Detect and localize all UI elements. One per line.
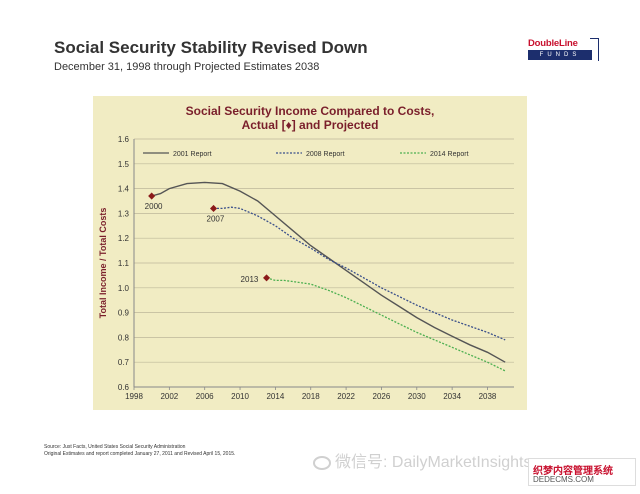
watermark: 微信号: DailyMarketInsights [313, 448, 532, 472]
x-tick-label: 2038 [479, 392, 497, 401]
x-tick-label: 2006 [196, 392, 214, 401]
y-tick-label: 0.6 [118, 383, 130, 392]
chart-svg: Social Security Income Compared to Costs… [98, 104, 514, 401]
actual-marker [263, 274, 271, 282]
series-line-2014-report [266, 277, 506, 372]
x-tick-label: 2034 [443, 392, 461, 401]
legend-label: 2014 Report [430, 151, 469, 158]
legend-label: 2001 Report [173, 151, 212, 158]
y-tick-label: 1.5 [118, 160, 130, 169]
slide-title: Social Security Stability Revised Down [54, 38, 368, 57]
x-tick-label: 2026 [373, 392, 391, 401]
watermark-text: 微信号: DailyMarketInsights [335, 454, 532, 471]
series-line-2008-report [213, 206, 506, 341]
actual-marker [148, 192, 156, 200]
y-tick-label: 0.8 [118, 333, 130, 342]
chart-title: Social Security Income Compared to Costs… [186, 104, 435, 118]
y-tick-label: 1.0 [118, 284, 130, 293]
source-note: Source: Just Facts, United States Social… [44, 444, 235, 458]
series-line-2001-report [151, 181, 506, 363]
x-tick-label: 2022 [337, 392, 355, 401]
corner-badge: 织梦内容管理系统 DEDECMS.COM [528, 458, 636, 486]
x-tick-label: 2014 [266, 392, 284, 401]
y-tick-label: 1.4 [118, 185, 130, 194]
x-tick-label: 2018 [302, 392, 320, 401]
y-axis-label: Total Income / Total Costs [98, 208, 108, 319]
y-tick-label: 1.6 [118, 135, 130, 144]
logo-sub: FUNDS [528, 50, 592, 60]
y-tick-label: 0.7 [118, 358, 130, 367]
chart-subtitle: Actual [♦] and Projected [242, 118, 379, 132]
corner-badge-url: DEDECMS.COM [533, 475, 594, 484]
source-line-2: Original Estimates and report completed … [44, 451, 236, 457]
source-line-1: Source: Just Facts, United States Social… [44, 444, 186, 450]
x-tick-label: 2010 [231, 392, 249, 401]
actual-label: 2000 [145, 202, 163, 211]
logo-frame [590, 38, 599, 61]
x-tick-label: 2030 [408, 392, 426, 401]
corner-badge-title: 织梦内容管理系统 [533, 466, 613, 477]
actual-label: 2007 [207, 214, 225, 223]
actual-label: 2013 [241, 275, 259, 284]
legend-label: 2008 Report [306, 151, 345, 158]
y-tick-label: 1.1 [118, 259, 130, 268]
slide-subtitle: December 31, 1998 through Projected Esti… [54, 61, 320, 73]
actual-marker [209, 204, 218, 212]
x-tick-label: 2002 [160, 392, 178, 401]
x-tick-label: 1998 [125, 392, 143, 401]
wechat-icon [313, 455, 331, 470]
y-tick-label: 0.9 [118, 309, 130, 318]
y-tick-label: 1.2 [118, 234, 130, 243]
y-tick-label: 1.3 [118, 209, 130, 218]
logo-name: DoubleLine [528, 38, 578, 49]
doubleline-logo: DoubleLine FUNDS [528, 38, 600, 62]
chart-panel: Social Security Income Compared to Costs… [93, 96, 527, 410]
